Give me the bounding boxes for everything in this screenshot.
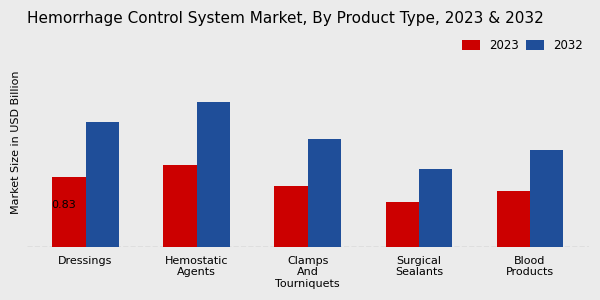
Legend: 2023, 2032: 2023, 2032 <box>462 39 583 52</box>
Text: 0.83: 0.83 <box>51 200 76 210</box>
Bar <box>86 122 119 247</box>
Bar <box>163 165 197 247</box>
Bar <box>419 169 452 247</box>
Text: Hemorrhage Control System Market, By Product Type, 2023 & 2032: Hemorrhage Control System Market, By Pro… <box>26 11 544 26</box>
Bar <box>274 186 308 247</box>
Y-axis label: Market Size in USD Billion: Market Size in USD Billion <box>11 70 21 214</box>
Bar <box>52 177 86 247</box>
Bar <box>308 139 341 247</box>
Bar <box>197 102 230 247</box>
Bar <box>386 202 419 247</box>
Bar <box>530 150 563 247</box>
Bar <box>497 191 530 247</box>
